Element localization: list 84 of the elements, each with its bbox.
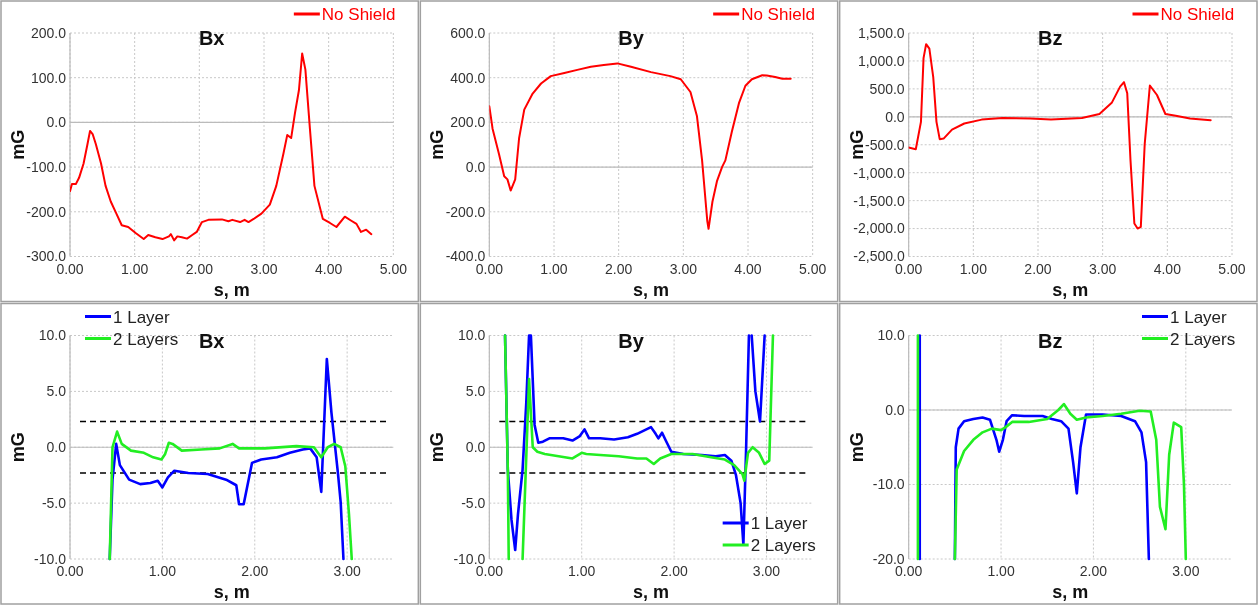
y-axis-title: mG bbox=[8, 129, 28, 160]
x-tick-label: 1.00 bbox=[568, 563, 596, 579]
x-tick-label: 1.00 bbox=[148, 563, 177, 579]
chart-title: Bz bbox=[1038, 329, 1063, 352]
y-axis-title: mG bbox=[8, 432, 28, 463]
x-axis-title: s, m bbox=[1052, 279, 1089, 300]
y-tick-label: -1,500.0 bbox=[853, 192, 905, 209]
x-axis-title: s, m bbox=[632, 279, 670, 300]
y-tick-label: 0.0 bbox=[885, 108, 905, 125]
y-tick-label: 1,000.0 bbox=[857, 52, 905, 69]
x-tick-label: 2.00 bbox=[241, 563, 269, 579]
x-tick-label: 5.00 bbox=[799, 260, 827, 277]
y-tick-label: -1,000.0 bbox=[853, 164, 905, 181]
y-tick-label: 10.0 bbox=[458, 327, 486, 344]
y-tick-label: -100.0 bbox=[26, 159, 67, 175]
chart-title: By bbox=[618, 27, 645, 49]
chart-title: By bbox=[618, 329, 645, 352]
x-tick-label: 2.00 bbox=[1079, 563, 1108, 579]
y-tick-label: -10.0 bbox=[872, 476, 905, 493]
y-tick-label: 500.0 bbox=[869, 80, 905, 97]
x-axis-title: s, m bbox=[632, 582, 670, 602]
x-tick-label: 1.00 bbox=[121, 260, 149, 277]
y-tick-label: 10.0 bbox=[877, 327, 905, 344]
line-series bbox=[489, 62, 792, 230]
y-tick-label: 600.0 bbox=[450, 24, 486, 41]
x-tick-label: 3.00 bbox=[1089, 260, 1117, 277]
legend-label: No Shield bbox=[1160, 5, 1235, 24]
x-tick-label: 2.00 bbox=[1024, 260, 1052, 277]
y-tick-label: 0.0 bbox=[46, 439, 67, 456]
y-tick-label: 100.0 bbox=[30, 69, 67, 86]
x-axis-title: s, m bbox=[213, 279, 250, 300]
y-tick-label: -5.0 bbox=[41, 495, 67, 512]
y-tick-label: -5.0 bbox=[461, 495, 486, 512]
y-tick-label: 0.0 bbox=[885, 401, 905, 418]
y-tick-label: -2,000.0 bbox=[853, 220, 905, 237]
x-tick-label: 3.00 bbox=[669, 260, 698, 277]
legend-label: 1 Layer bbox=[113, 307, 171, 327]
y-tick-label: 10.0 bbox=[38, 327, 67, 344]
line-series bbox=[70, 52, 373, 242]
y-tick-label: -200.0 bbox=[26, 203, 67, 220]
x-tick-label: 2.00 bbox=[605, 260, 633, 277]
y-axis-title: mG bbox=[427, 129, 448, 160]
y-axis-title: mG bbox=[846, 129, 867, 160]
legend-label: 1 Layer bbox=[1170, 307, 1228, 327]
line-series bbox=[108, 430, 354, 561]
x-tick-label: 4.00 bbox=[1153, 260, 1182, 277]
y-tick-label: 200.0 bbox=[30, 24, 67, 41]
x-tick-label: 2.00 bbox=[660, 563, 688, 579]
x-tick-label: 5.00 bbox=[1218, 260, 1246, 277]
y-axis-title: mG bbox=[846, 432, 867, 463]
y-tick-label: 0.0 bbox=[46, 114, 67, 131]
legend-label: No Shield bbox=[741, 5, 815, 24]
x-tick-label: 1.00 bbox=[987, 563, 1015, 579]
x-tick-label: 3.00 bbox=[250, 260, 278, 277]
y-tick-label: 1,500.0 bbox=[857, 24, 905, 41]
x-tick-label: 1.00 bbox=[959, 260, 988, 277]
chart-title: Bz bbox=[1038, 27, 1063, 49]
y-tick-label: -200.0 bbox=[445, 203, 486, 220]
x-axis-title: s, m bbox=[213, 582, 250, 602]
y-tick-label: -500.0 bbox=[864, 136, 905, 153]
y-tick-label: 0.0 bbox=[465, 439, 486, 456]
line-series bbox=[908, 43, 1212, 230]
legend-label: 2 Layers bbox=[113, 329, 179, 349]
y-tick-label: 5.0 bbox=[465, 383, 486, 400]
x-tick-label: 2.00 bbox=[185, 260, 214, 277]
x-tick-label: 3.00 bbox=[752, 563, 781, 579]
x-tick-label: 3.00 bbox=[333, 563, 361, 579]
chart-title: Bx bbox=[198, 329, 225, 352]
x-tick-label: 4.00 bbox=[315, 260, 343, 277]
legend-label: 2 Layers bbox=[750, 536, 816, 555]
x-tick-label: 3.00 bbox=[1172, 563, 1200, 579]
x-tick-label: 4.00 bbox=[734, 260, 762, 277]
y-tick-label: 400.0 bbox=[450, 69, 486, 86]
y-axis-title: mG bbox=[427, 432, 448, 463]
x-tick-label: 5.00 bbox=[379, 260, 408, 277]
x-axis-title: s, m bbox=[1052, 582, 1089, 602]
chart-title: Bx bbox=[198, 27, 225, 49]
legend-label: 2 Layers bbox=[1170, 329, 1236, 349]
y-tick-label: 200.0 bbox=[450, 114, 486, 131]
x-tick-label: 1.00 bbox=[540, 260, 568, 277]
legend-label: No Shield bbox=[321, 5, 396, 24]
legend-label: 1 Layer bbox=[750, 514, 808, 533]
y-tick-label: 0.0 bbox=[465, 159, 486, 175]
y-tick-label: 5.0 bbox=[46, 383, 67, 400]
